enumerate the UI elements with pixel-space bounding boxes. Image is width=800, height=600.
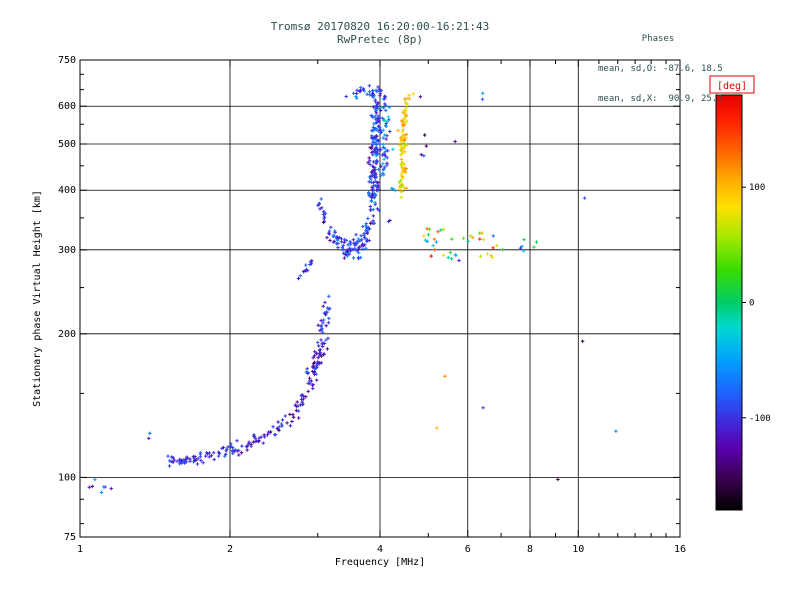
colorbar-unit-label: [deg] [717, 81, 747, 92]
phase-stats-x-mode: mean, sd,X: 90.9, 25.2 [598, 94, 723, 104]
x-tick-label: 1 [77, 544, 83, 555]
chart-header: Tromsø 20170820 16:20:00-16:21:43 RwPret… [0, 20, 760, 46]
colorbar-tick-label: 0 [749, 299, 754, 309]
colorbar-unit-box [709, 75, 755, 94]
x-tick-label: 4 [377, 544, 383, 555]
chart-title: Tromsø 20170820 16:20:00-16:21:43 [270, 20, 490, 33]
x-tick-label: 2 [227, 544, 233, 555]
axes [79, 59, 681, 538]
y-tick-label: 750 [58, 55, 76, 66]
y-tick-label: 200 [58, 329, 76, 340]
y-tick-label: 500 [58, 139, 76, 150]
phase-stats-title: Phases [641, 34, 675, 44]
x-tick-label: 8 [527, 544, 533, 555]
x-tick-label: 16 [674, 544, 686, 555]
grid-lines [80, 60, 680, 537]
y-tick-label: 100 [58, 472, 76, 483]
scatter-points [87, 84, 618, 495]
x-tick-label: 10 [572, 544, 584, 555]
chart-subtitle: RwPretec (8p) [336, 33, 424, 46]
y-tick-label: 400 [58, 185, 76, 196]
x-tick-label: 6 [465, 544, 471, 555]
colorbar: 100 0 -100 [deg] [709, 75, 771, 511]
y-tick-label: 600 [58, 101, 76, 112]
x-axis-title: Frequency [MHz] [335, 557, 425, 568]
colorbar-tick-label: 100 [749, 183, 765, 193]
axis-labels: 1 2 4 6 8 10 16 75 100 200 300 400 500 600 750 Frequenc… [32, 55, 686, 568]
phase-stats: Phases mean, sd,O: -87.6, 18.5 mean, sd,… [598, 14, 758, 124]
colorbar-tick-label: -100 [749, 414, 771, 424]
y-axis-title: Stationary phase Virtual Height [km] [32, 190, 43, 407]
y-tick-label: 300 [58, 245, 76, 256]
phase-stats-o-mode: mean, sd,O: -87.6, 18.5 [598, 64, 723, 74]
y-tick-label: 75 [64, 532, 76, 543]
